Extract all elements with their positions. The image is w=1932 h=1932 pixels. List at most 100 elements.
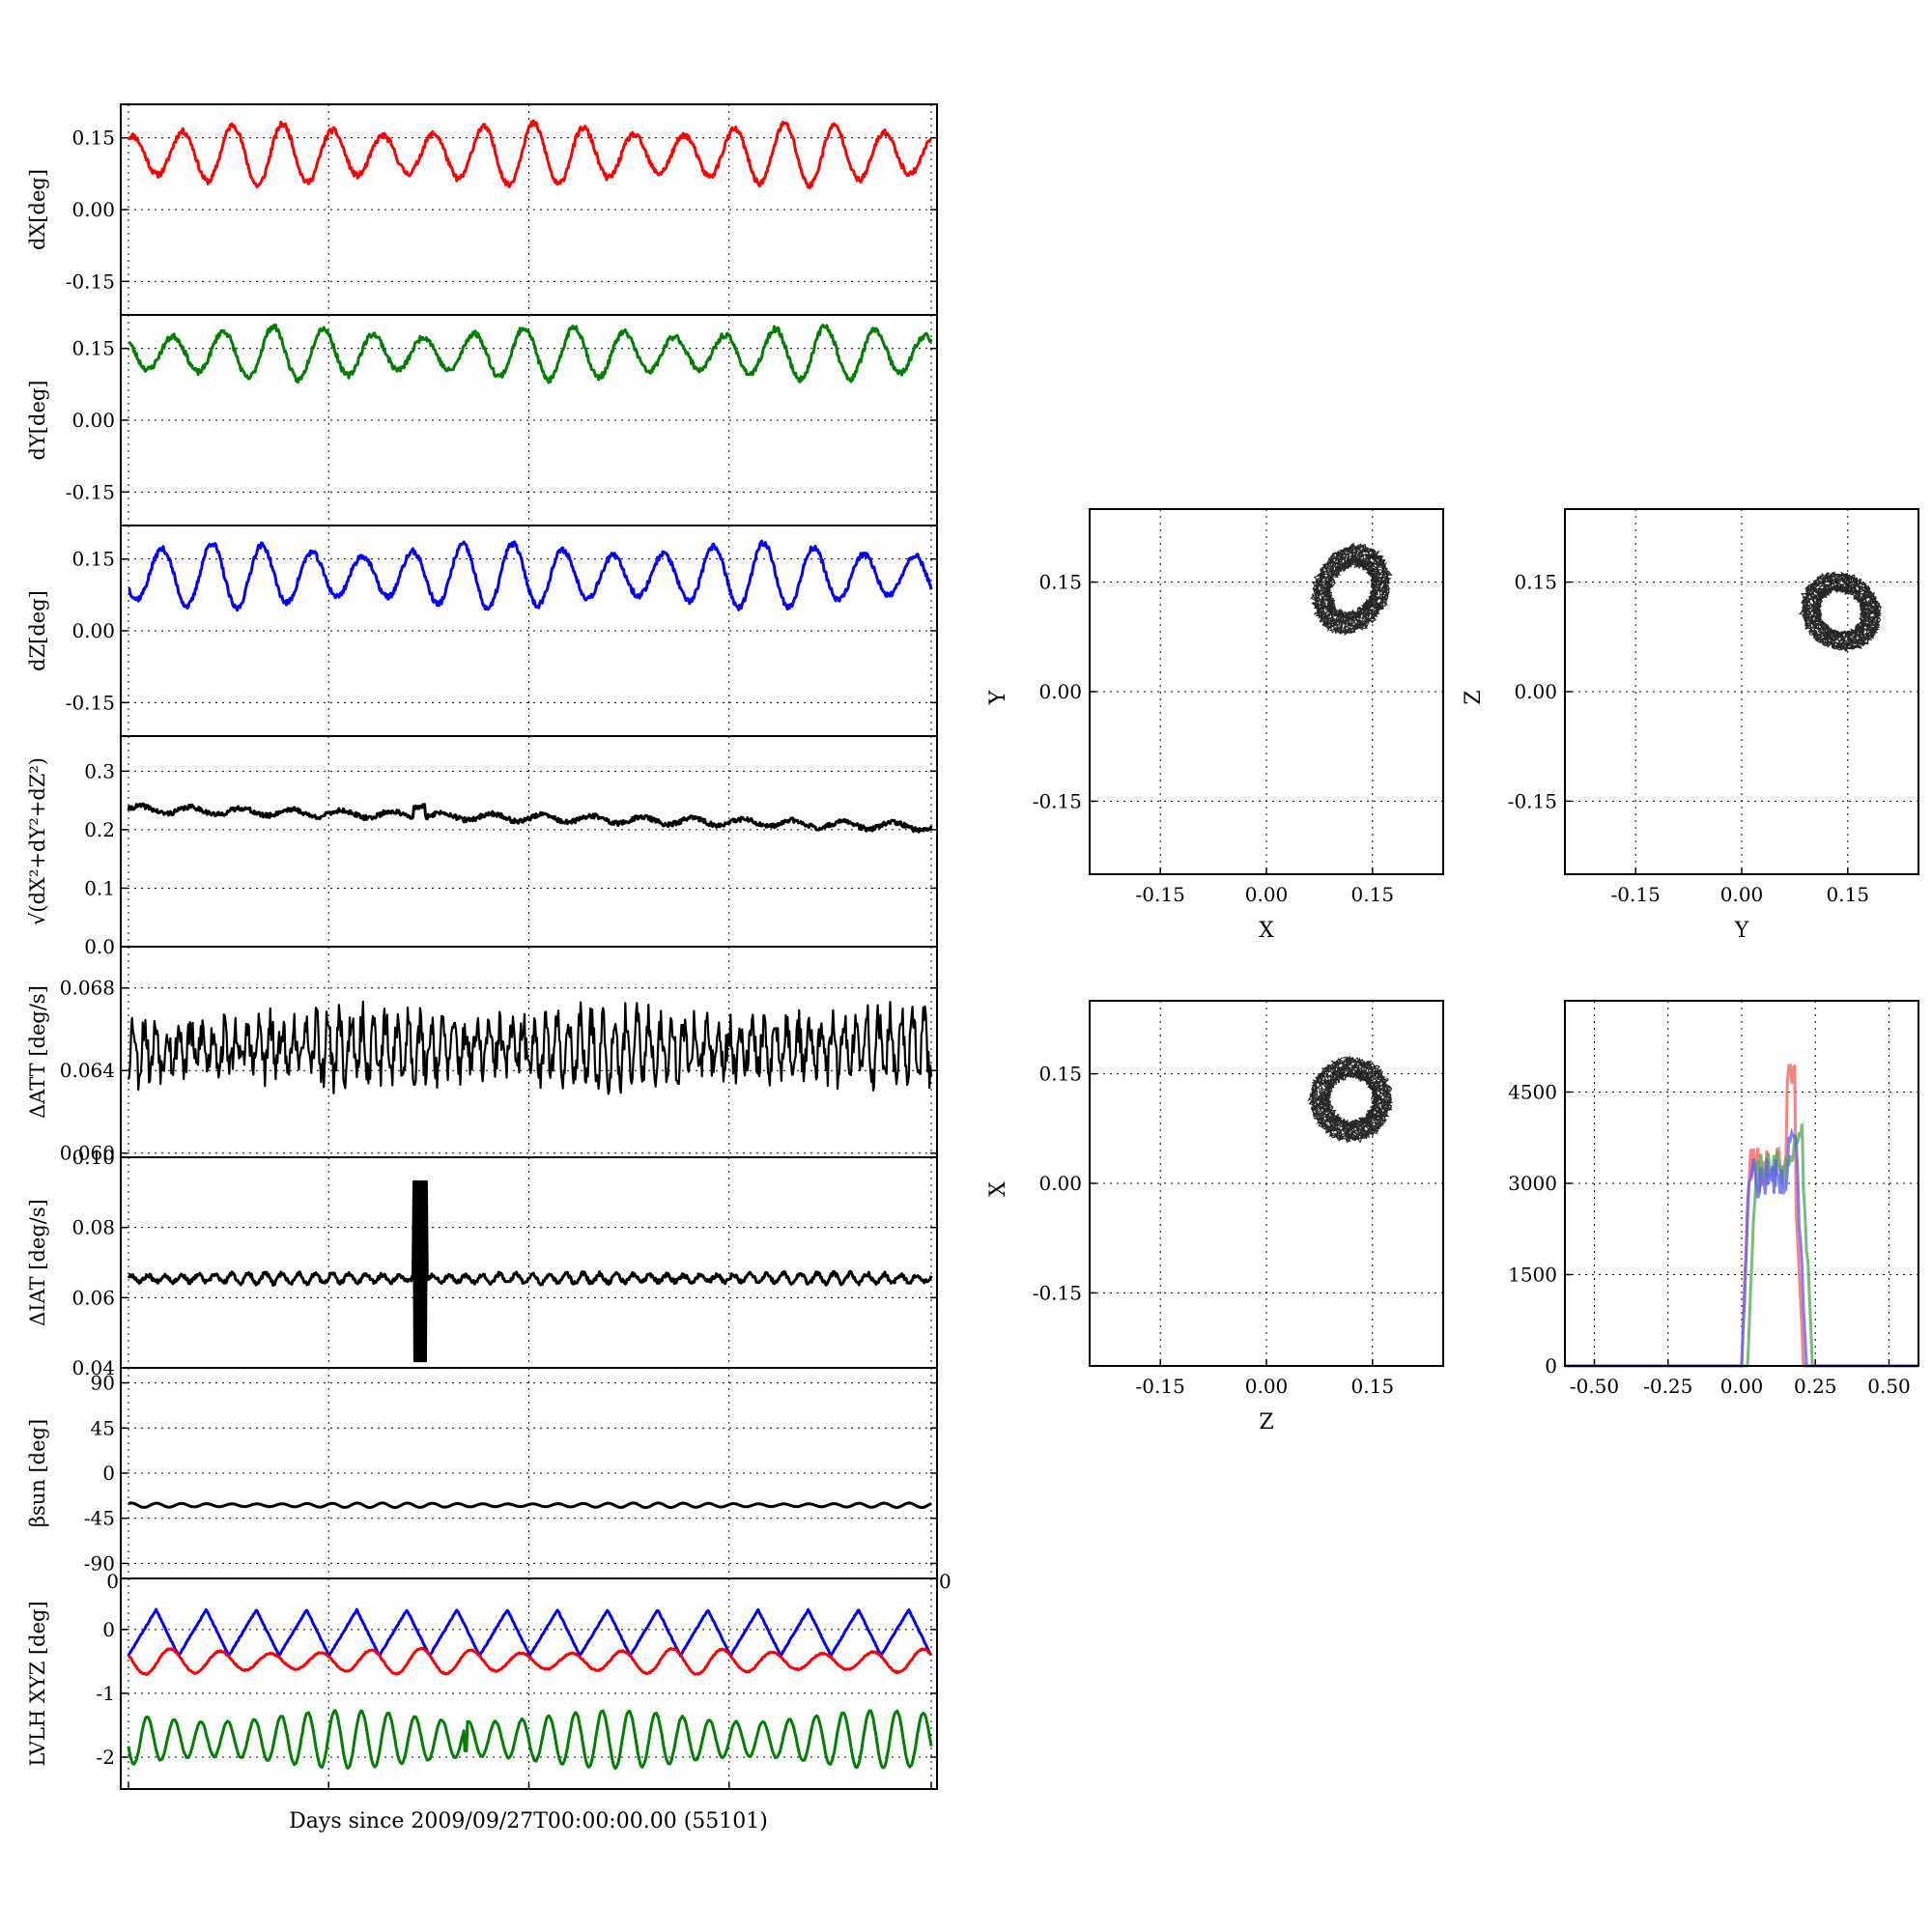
y-tick-label: -90 xyxy=(84,1551,115,1575)
y-axis-label: LVLH XYZ [deg] xyxy=(26,1601,49,1766)
x-tick-label: -0.15 xyxy=(1136,1375,1185,1398)
x-tick-label: 0.15 xyxy=(1351,1375,1395,1398)
y-axis-label: dY[deg] xyxy=(26,380,49,460)
series-line-lvlh-1 xyxy=(127,1646,933,1677)
y-axis-label: dX[deg] xyxy=(26,169,49,250)
y-tick-label: 45 xyxy=(91,1416,115,1439)
shared-x-axis-label: Days since 2009/09/27T00:00:00.00 (55101… xyxy=(289,1809,768,1833)
x-tick-label: -0.25 xyxy=(1643,1375,1692,1398)
plot-frame xyxy=(1089,508,1444,875)
x-tick-label: 0.00 xyxy=(1245,1375,1289,1398)
y-tick-label: 0 xyxy=(102,1462,115,1485)
x-tick-label: 0.50 xyxy=(1867,1375,1911,1398)
strip-panel-lvlh: 0 -1 -2 0 0 LVLH XYZ [deg] xyxy=(26,1570,952,1790)
series-line-lvlh-0 xyxy=(127,1607,933,1658)
plot-frame xyxy=(1089,1000,1444,1367)
y-tick-label: 0.068 xyxy=(60,977,115,1000)
y-tick-label: -2 xyxy=(97,1746,115,1769)
series-line-beta-0 xyxy=(128,1501,932,1510)
strip-panel-beta: 90 45 0 -45 -90 βsun [deg] xyxy=(26,1367,938,1579)
y-axis-label: ΔIAT [deg/s] xyxy=(26,1199,49,1326)
y-tick-label: 0.00 xyxy=(1514,680,1557,703)
x-tick-label-right: 0 xyxy=(939,1570,952,1593)
square-panel-zx: -0.15 0.00 0.15 0.15 0.00 -0.15 Z X xyxy=(986,1000,1444,1435)
series-line-dtot-0 xyxy=(127,802,933,834)
square-panel-yz: -0.15 0.00 0.15 0.15 0.00 -0.15 Y Z xyxy=(1462,508,1919,943)
y-tick-label: 0.04 xyxy=(71,1356,115,1379)
x-axis-label: Y xyxy=(1734,919,1749,943)
x-tick-label: 0.25 xyxy=(1794,1375,1837,1398)
series-line-dx-0 xyxy=(127,119,932,189)
series-line-datt-0 xyxy=(127,1000,933,1095)
y-tick-label: -1 xyxy=(97,1682,115,1705)
y-tick-label: -45 xyxy=(84,1507,115,1530)
y-tick-label: -0.15 xyxy=(1033,789,1082,812)
y-tick-label: 0.00 xyxy=(1038,680,1082,703)
y-axis-label: √(dX²+dY²+dZ²) xyxy=(26,757,49,925)
plot-frame xyxy=(1564,508,1919,875)
x-tick-label: 0.00 xyxy=(1720,883,1764,906)
y-tick-label: -0.15 xyxy=(66,480,115,503)
x-tick-label: 0.15 xyxy=(1827,883,1870,906)
y-tick-label: -0.15 xyxy=(66,691,115,714)
y-tick-label: 0.3 xyxy=(84,759,115,782)
y-tick-label: 0.060 xyxy=(60,1142,115,1165)
y-tick-label: 0.1 xyxy=(84,876,115,899)
y-tick-label: 0.15 xyxy=(1038,1063,1082,1086)
y-tick-label: 0.15 xyxy=(71,337,115,360)
y-tick-label: 0.00 xyxy=(71,198,115,221)
trajectory-line-zx xyxy=(1307,1055,1393,1144)
square-panel-hist: -0.50 -0.25 0.00 0.25 0.50 4500 3000 1500 0 xyxy=(1508,1000,1919,1398)
y-tick-label: 0.15 xyxy=(71,548,115,571)
x-axis-label: Z xyxy=(1259,1410,1273,1435)
series-line-dy-0 xyxy=(128,323,933,384)
y-tick-label: -0.15 xyxy=(1508,789,1557,812)
strip-panel-dz: 0.15 0.00 -0.15 dZ[deg] xyxy=(26,525,938,737)
y-tick-label: 0.15 xyxy=(1514,571,1557,594)
y-axis-label: βsun [deg] xyxy=(26,1419,49,1527)
trajectory-line-yz xyxy=(1798,571,1883,653)
y-tick-label: 0 xyxy=(1545,1354,1557,1378)
y-tick-label: -0.15 xyxy=(1033,1281,1082,1304)
y-tick-label: 0.064 xyxy=(60,1059,115,1082)
series-line-dz-0 xyxy=(128,539,933,612)
histogram-line-2 xyxy=(1565,1127,1918,1368)
y-tick-label: 0.00 xyxy=(71,409,115,432)
y-tick-label: 4500 xyxy=(1508,1081,1557,1104)
y-tick-label: 0.08 xyxy=(71,1216,115,1239)
square-panel-xy: -0.15 0.00 0.15 0.15 0.00 -0.15 X Y xyxy=(986,508,1444,943)
y-tick-label: 0.15 xyxy=(71,127,115,150)
y-tick-label: -0.15 xyxy=(66,270,115,293)
x-tick-label: 0.00 xyxy=(1720,1375,1764,1398)
x-tick-label-left: 0 xyxy=(106,1570,119,1593)
x-tick-label: -0.15 xyxy=(1136,883,1185,906)
strip-panel-dx: 0.15 0.00 -0.15 dX[deg] xyxy=(26,103,938,316)
y-axis-label: dZ[deg] xyxy=(26,590,49,671)
y-tick-label: 3000 xyxy=(1508,1172,1557,1195)
y-tick-label: 90 xyxy=(91,1372,115,1395)
x-tick-label: -0.15 xyxy=(1611,883,1661,906)
y-axis-label: X xyxy=(986,1181,1010,1197)
y-tick-label: 0.10 xyxy=(71,1146,115,1169)
y-tick-label: 0.00 xyxy=(71,619,115,642)
y-tick-label: 0.06 xyxy=(71,1286,115,1309)
y-tick-label: 0.0 xyxy=(84,935,115,958)
strip-panel-diat: 0.10 0.08 0.06 0.04 ΔIAT [deg/s] xyxy=(26,1146,938,1379)
x-tick-label: 0.15 xyxy=(1351,883,1395,906)
y-tick-label: 0.15 xyxy=(1038,571,1082,594)
y-tick-label: 1500 xyxy=(1508,1264,1557,1287)
y-axis-label: Y xyxy=(986,690,1010,705)
plot-frame xyxy=(120,735,938,948)
plot-frame xyxy=(120,1156,938,1369)
x-axis-label: X xyxy=(1259,919,1274,943)
y-tick-label: 0.2 xyxy=(84,818,115,841)
x-tick-label: -0.50 xyxy=(1570,1375,1619,1398)
y-axis-label: Z xyxy=(1462,690,1486,704)
trajectory-line-xy xyxy=(1309,542,1393,637)
series-line-diat-0 xyxy=(127,1179,933,1363)
x-tick-label: 0.00 xyxy=(1245,883,1289,906)
y-tick-label: 0 xyxy=(102,1618,115,1641)
y-axis-label: ΔATT [deg/s] xyxy=(26,985,49,1119)
y-tick-label: 0.00 xyxy=(1038,1172,1082,1195)
